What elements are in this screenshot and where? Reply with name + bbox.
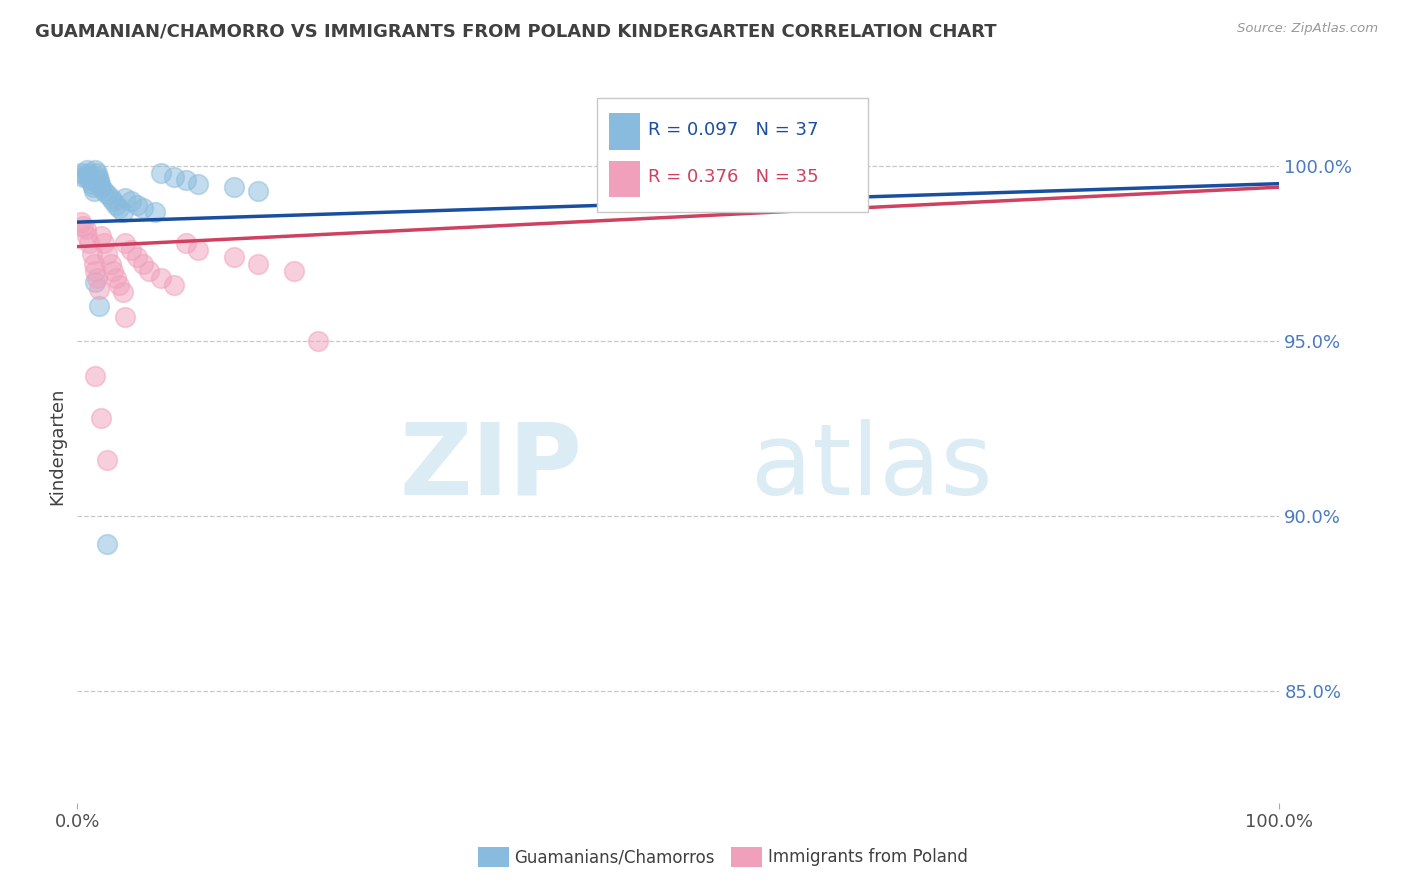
Text: ZIP: ZIP (399, 419, 582, 516)
Text: Immigrants from Poland: Immigrants from Poland (768, 848, 967, 866)
Point (75, 169, 97, 184)
Point (100, 191, 122, 205)
Point (96, 537, 118, 551)
Point (93, 184, 115, 198)
Point (246, 184, 269, 198)
Point (70, 166, 93, 180)
Point (84, 162, 107, 177)
Point (174, 236, 197, 251)
Point (93, 236, 115, 251)
Point (72, 169, 94, 184)
Point (186, 177, 209, 191)
Text: Source: ZipAtlas.com: Source: ZipAtlas.com (1237, 22, 1378, 36)
Point (162, 169, 184, 184)
Point (76, 229, 98, 244)
Point (84, 275, 107, 289)
Point (79, 169, 101, 184)
Point (114, 191, 136, 205)
Point (84, 369, 107, 384)
Text: R = 0.376   N = 35: R = 0.376 N = 35 (648, 169, 818, 186)
Point (80, 246, 103, 260)
Point (222, 250, 245, 264)
Point (90, 180, 112, 194)
Point (186, 243, 209, 257)
Point (79, 236, 101, 251)
Point (138, 264, 160, 278)
Point (79, 173, 101, 187)
Point (82, 180, 104, 194)
Point (83, 184, 105, 198)
Point (132, 201, 155, 215)
Point (111, 204, 134, 219)
Point (283, 264, 305, 278)
Point (162, 278, 184, 293)
Point (87, 173, 110, 187)
Point (86, 166, 108, 180)
Y-axis label: Kindergarten: Kindergarten (48, 387, 66, 505)
Point (246, 257, 269, 271)
Point (103, 264, 125, 278)
Point (174, 173, 197, 187)
Point (100, 257, 122, 271)
Point (127, 197, 149, 211)
Point (108, 278, 131, 293)
Point (76, 162, 98, 177)
Text: R = 0.097   N = 37: R = 0.097 N = 37 (648, 120, 818, 139)
Point (96, 187, 118, 202)
Point (96, 453, 118, 467)
Point (89, 177, 111, 191)
Point (104, 197, 127, 211)
Point (90, 411, 112, 425)
Point (90, 229, 112, 244)
Point (111, 285, 134, 299)
Text: atlas: atlas (751, 419, 993, 516)
Point (103, 194, 125, 208)
Point (87, 169, 110, 184)
Point (307, 334, 329, 348)
Point (120, 243, 142, 257)
Point (87, 299, 110, 313)
Point (77, 166, 100, 180)
Point (86, 271, 108, 285)
Point (80, 177, 103, 191)
Point (75, 222, 97, 236)
Point (132, 257, 155, 271)
Point (72, 219, 94, 233)
Point (104, 271, 127, 285)
Point (83, 257, 105, 271)
Point (145, 204, 167, 219)
Point (108, 201, 131, 215)
Point (96, 246, 118, 260)
Point (120, 194, 142, 208)
Point (150, 166, 173, 180)
Point (70, 215, 93, 229)
Text: GUAMANIAN/CHAMORRO VS IMMIGRANTS FROM POLAND KINDERGARTEN CORRELATION CHART: GUAMANIAN/CHAMORRO VS IMMIGRANTS FROM PO… (35, 22, 997, 40)
Point (84, 264, 107, 278)
Point (150, 271, 173, 285)
Point (222, 180, 245, 194)
Point (114, 236, 136, 251)
Point (87, 282, 110, 296)
Text: Guamanians/Chamorros: Guamanians/Chamorros (515, 848, 716, 866)
Point (114, 310, 136, 324)
Point (127, 250, 149, 264)
